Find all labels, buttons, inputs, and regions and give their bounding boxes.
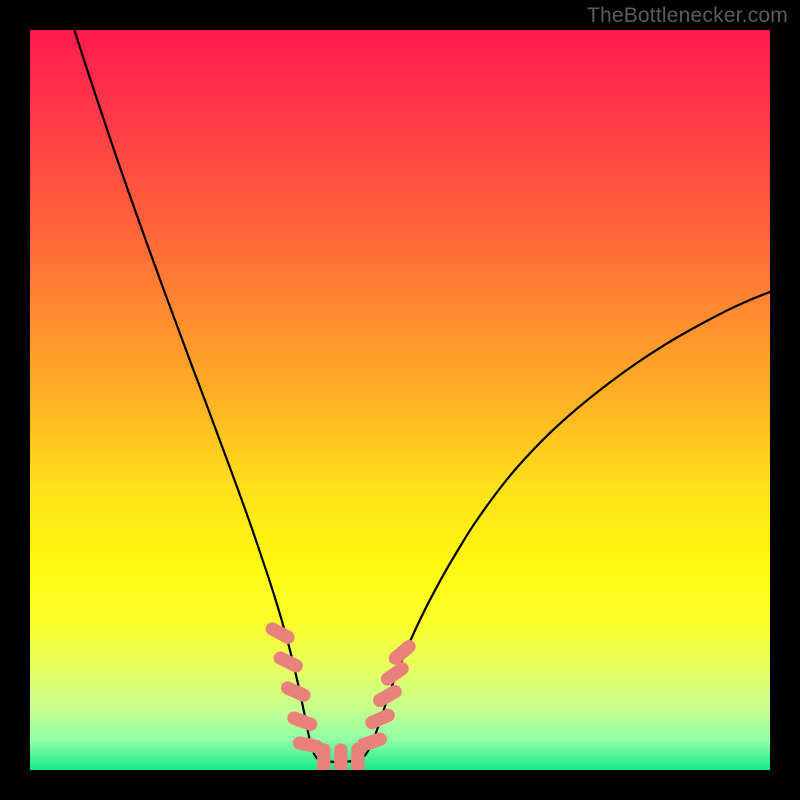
chart-stage: TheBottlenecker.com	[0, 0, 800, 800]
curve-marker	[317, 743, 330, 774]
bottleneck-chart-svg	[0, 0, 800, 800]
curve-marker	[334, 743, 347, 774]
